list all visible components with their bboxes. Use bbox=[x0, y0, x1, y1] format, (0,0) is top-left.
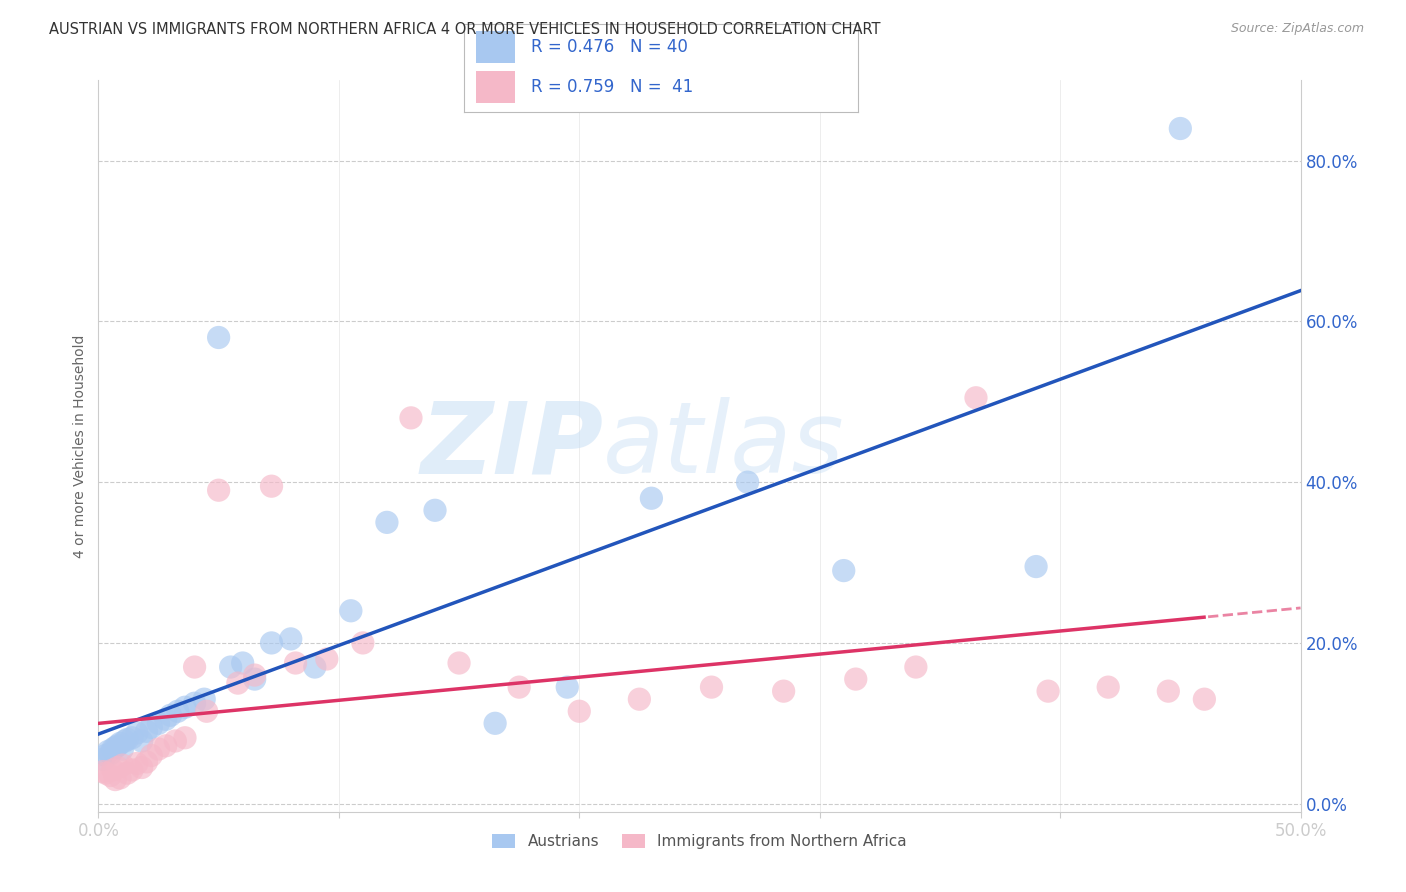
Point bbox=[141, 720, 163, 734]
Text: R = 0.476   N = 40: R = 0.476 N = 40 bbox=[531, 37, 688, 56]
Point bbox=[121, 763, 143, 777]
Point bbox=[117, 732, 139, 747]
Point bbox=[91, 752, 114, 766]
Point bbox=[101, 763, 124, 777]
Point bbox=[260, 479, 283, 493]
FancyBboxPatch shape bbox=[475, 71, 515, 103]
Point bbox=[700, 680, 723, 694]
Point bbox=[904, 660, 927, 674]
Point bbox=[108, 736, 131, 750]
Point bbox=[94, 748, 117, 763]
Point bbox=[100, 768, 122, 782]
Point bbox=[135, 724, 157, 739]
Point bbox=[131, 760, 153, 774]
Point bbox=[447, 656, 470, 670]
Text: R = 0.759   N =  41: R = 0.759 N = 41 bbox=[531, 78, 693, 96]
Point bbox=[555, 680, 578, 694]
Point bbox=[1097, 680, 1119, 694]
Point bbox=[148, 742, 170, 756]
Point bbox=[117, 766, 139, 780]
Point bbox=[101, 742, 124, 756]
Point bbox=[315, 652, 337, 666]
Text: atlas: atlas bbox=[603, 398, 845, 494]
Point bbox=[508, 680, 530, 694]
Point bbox=[226, 676, 249, 690]
Point bbox=[219, 660, 242, 674]
Point bbox=[155, 739, 177, 753]
Point bbox=[375, 516, 398, 530]
Point bbox=[121, 731, 143, 745]
Text: Source: ZipAtlas.com: Source: ZipAtlas.com bbox=[1230, 22, 1364, 36]
Point bbox=[399, 410, 422, 425]
Point bbox=[280, 632, 302, 646]
Point bbox=[845, 672, 868, 686]
Point bbox=[91, 764, 114, 779]
Point bbox=[97, 744, 120, 758]
Point bbox=[94, 766, 117, 780]
Point bbox=[107, 739, 129, 753]
Point bbox=[174, 731, 197, 745]
Point bbox=[195, 704, 218, 718]
Point bbox=[1036, 684, 1059, 698]
Point bbox=[193, 692, 215, 706]
Point bbox=[340, 604, 363, 618]
Text: ZIP: ZIP bbox=[420, 398, 603, 494]
Point bbox=[114, 734, 136, 748]
Point bbox=[165, 734, 187, 748]
Point bbox=[208, 483, 231, 498]
FancyBboxPatch shape bbox=[475, 31, 515, 62]
Point bbox=[243, 672, 266, 686]
Point bbox=[100, 747, 122, 761]
Point bbox=[125, 726, 148, 740]
Point bbox=[135, 755, 157, 769]
Point bbox=[111, 758, 134, 772]
Point bbox=[284, 656, 307, 670]
Point bbox=[148, 716, 170, 731]
Point bbox=[423, 503, 446, 517]
Point bbox=[832, 564, 855, 578]
Point bbox=[640, 491, 662, 506]
Point bbox=[107, 760, 129, 774]
Point bbox=[260, 636, 283, 650]
Text: AUSTRIAN VS IMMIGRANTS FROM NORTHERN AFRICA 4 OR MORE VEHICLES IN HOUSEHOLD CORR: AUSTRIAN VS IMMIGRANTS FROM NORTHERN AFR… bbox=[49, 22, 880, 37]
Point bbox=[772, 684, 794, 698]
Point bbox=[104, 740, 127, 755]
Point bbox=[155, 712, 177, 726]
Point bbox=[159, 708, 181, 723]
Point bbox=[243, 668, 266, 682]
Point bbox=[1157, 684, 1180, 698]
Point bbox=[232, 656, 254, 670]
Point bbox=[484, 716, 506, 731]
Point bbox=[1025, 559, 1047, 574]
Point bbox=[131, 734, 153, 748]
Point bbox=[352, 636, 374, 650]
Point bbox=[737, 475, 759, 490]
Point bbox=[141, 748, 163, 763]
Point bbox=[1194, 692, 1216, 706]
Point bbox=[628, 692, 651, 706]
Point bbox=[183, 696, 205, 710]
Point bbox=[1170, 121, 1192, 136]
Point bbox=[174, 700, 197, 714]
Point bbox=[208, 330, 231, 344]
Point bbox=[104, 772, 127, 787]
Point bbox=[304, 660, 326, 674]
Legend: Austrians, Immigrants from Northern Africa: Austrians, Immigrants from Northern Afri… bbox=[486, 828, 912, 855]
Y-axis label: 4 or more Vehicles in Household: 4 or more Vehicles in Household bbox=[73, 334, 87, 558]
Point bbox=[111, 742, 134, 756]
Point bbox=[183, 660, 205, 674]
Point bbox=[568, 704, 591, 718]
Point bbox=[166, 704, 188, 718]
Point bbox=[125, 756, 148, 771]
Point bbox=[108, 771, 131, 785]
Point bbox=[965, 391, 987, 405]
